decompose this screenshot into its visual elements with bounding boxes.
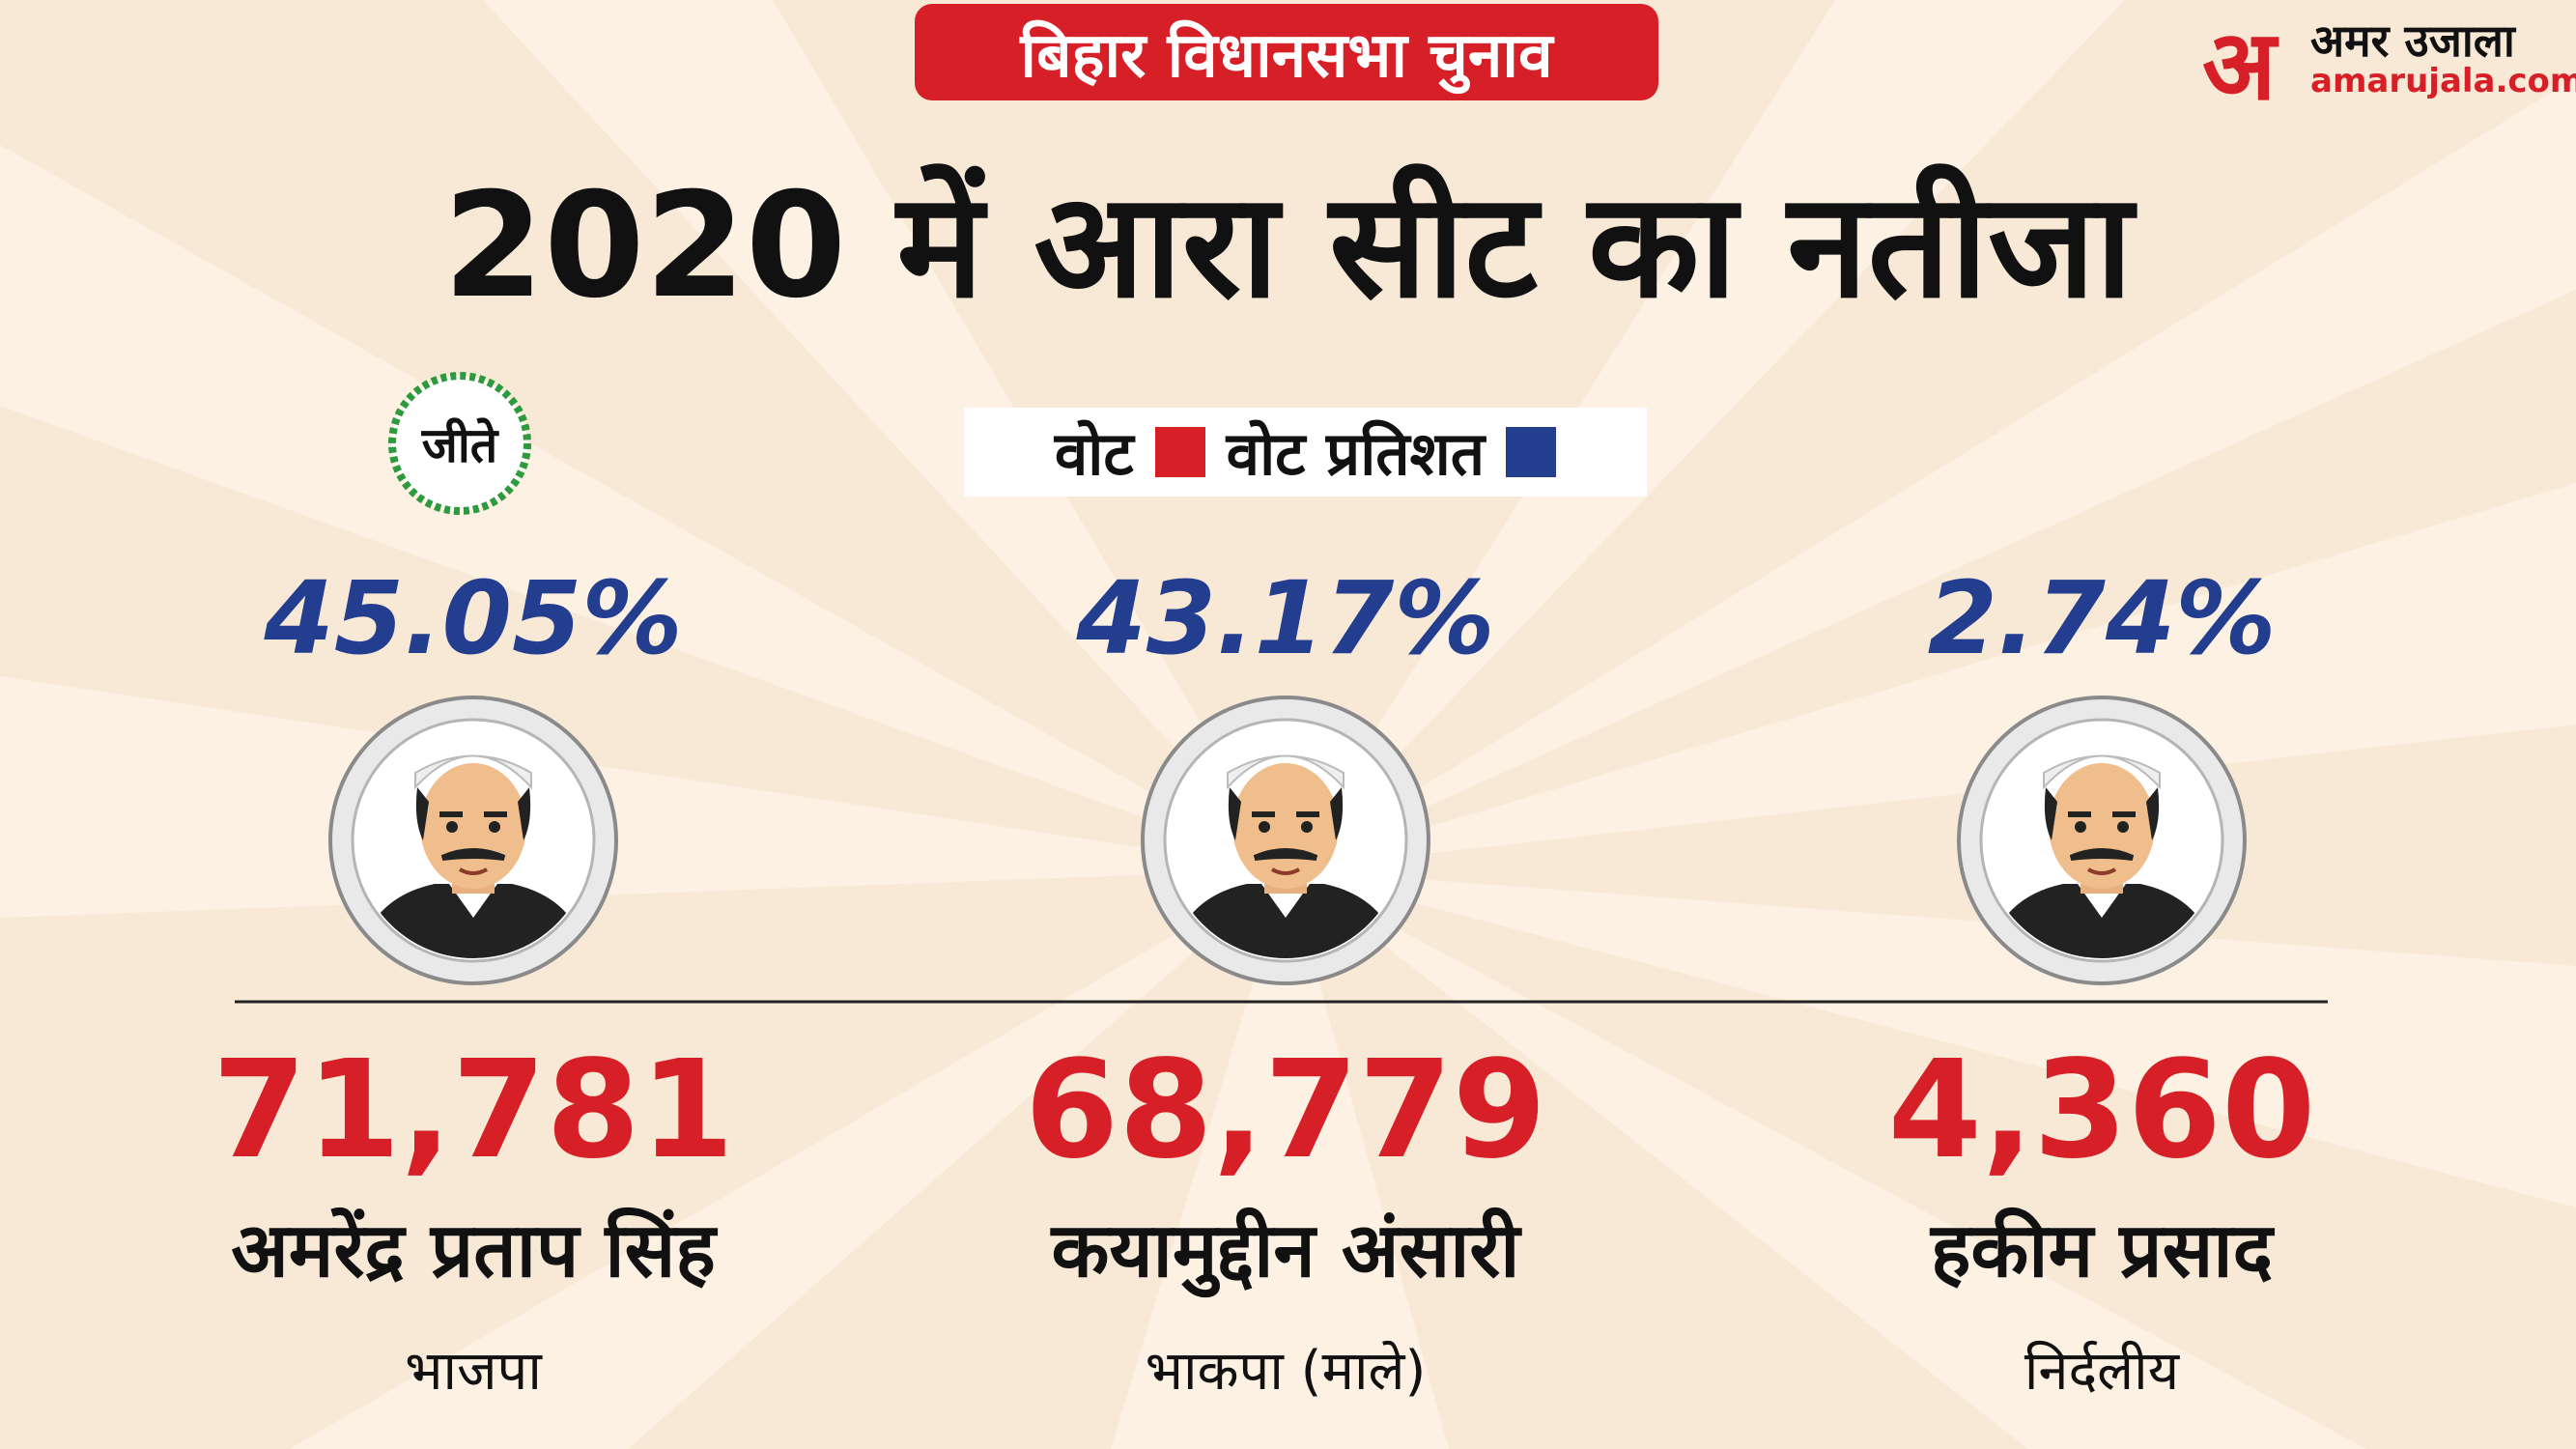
vote-count: 71,781 <box>212 1032 735 1189</box>
badge-ring <box>388 372 531 515</box>
candidate-name: कयामुद्दीन अंसारी <box>1051 1208 1520 1294</box>
logo: अ अमर उजाला amarujala.com <box>2202 6 2576 122</box>
vote-count: 68,779 <box>1024 1032 1547 1189</box>
party-name: भाकपा (माले) <box>1145 1340 1427 1403</box>
vote-percent: 45.05% <box>264 559 683 677</box>
vote-percent: 43.17% <box>1076 559 1495 677</box>
logo-site: amarujala.com <box>2310 62 2576 100</box>
vote-count: 4,360 <box>1887 1032 2316 1189</box>
legend-swatch <box>1506 427 1557 477</box>
badge-text: जीते <box>421 417 498 473</box>
title: 2020 में आरा सीट का नतीजा <box>442 162 2134 330</box>
logo-name: अमर उजाला <box>2310 14 2515 67</box>
party-name: भाजपा <box>405 1340 542 1403</box>
portrait <box>330 697 616 983</box>
tag: बिहार विधानसभा चुनाव <box>915 4 1658 100</box>
legend-label: वोट प्रतिशत <box>1226 418 1486 489</box>
winner-badge: जीते <box>386 370 533 517</box>
portrait <box>1143 697 1429 983</box>
legend-swatch <box>1154 427 1205 477</box>
legend: वोट वोट प्रतिशत <box>964 408 1647 497</box>
vote-percent: 2.74% <box>1927 559 2277 677</box>
logo-mark: अ <box>2202 9 2277 122</box>
party-name: निर्दलीय <box>2024 1340 2180 1403</box>
candidate-name: हकीम प्रसाद <box>1930 1208 2274 1294</box>
candidate-name: अमरेंद्र प्रताप सिंह <box>231 1208 716 1294</box>
legend-label: वोट <box>1054 418 1134 489</box>
portrait <box>1959 697 2245 983</box>
